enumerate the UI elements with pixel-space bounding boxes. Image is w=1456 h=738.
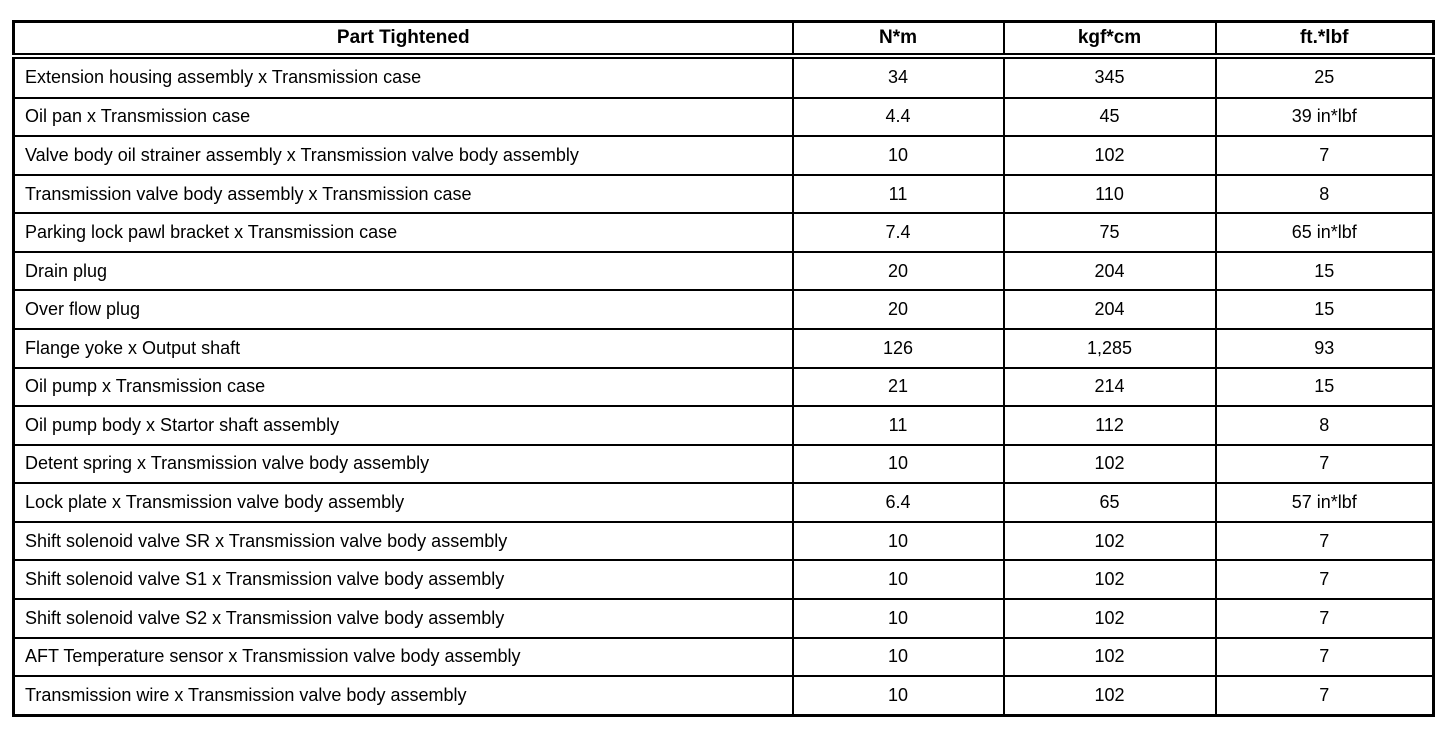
- kgfcm-value-cell: 102: [1002, 443, 1217, 485]
- kgfcm-value-cell: 102: [1002, 520, 1217, 562]
- part-tightened-cell: Oil pump body x Startor shaft assembly: [12, 405, 794, 446]
- kgfcm-value-cell: 110: [1002, 173, 1217, 215]
- kgfcm-value-cell: 214: [1002, 366, 1217, 408]
- part-tightened-cell: Flange yoke x Output shaft: [12, 328, 794, 369]
- nm-value-cell: 34: [791, 55, 1005, 99]
- ftlbf-value-cell: 7: [1214, 443, 1435, 485]
- table-row: Transmission valve body assembly x Trans…: [12, 173, 1435, 215]
- nm-value-cell: 4.4: [791, 96, 1005, 138]
- table-row: Oil pump x Transmission case 21 214 15: [12, 366, 1435, 408]
- ftlbf-value-cell: 7: [1214, 675, 1435, 717]
- column-header-part-tightened: Part Tightened: [12, 20, 794, 59]
- part-tightened-cell: Lock plate x Transmission valve body ass…: [12, 482, 794, 523]
- table-header: Part Tightened N*m kgf*cm ft.*lbf: [12, 20, 1435, 59]
- nm-value-cell: 10: [791, 597, 1005, 639]
- table-header-row: Part Tightened N*m kgf*cm ft.*lbf: [12, 20, 1435, 59]
- nm-value-cell: 20: [791, 289, 1005, 331]
- ftlbf-value-cell: 7: [1214, 520, 1435, 562]
- kgfcm-value-cell: 45: [1002, 96, 1217, 138]
- kgfcm-value-cell: 102: [1002, 675, 1217, 717]
- table-body: Extension housing assembly x Transmissio…: [12, 55, 1435, 717]
- table-row: Detent spring x Transmission valve body …: [12, 443, 1435, 485]
- ftlbf-value-cell: 25: [1214, 55, 1435, 99]
- nm-value-cell: 11: [791, 173, 1005, 215]
- ftlbf-value-cell: 8: [1214, 405, 1435, 446]
- part-tightened-cell: Valve body oil strainer assembly x Trans…: [12, 135, 794, 176]
- part-tightened-cell: Detent spring x Transmission valve body …: [12, 443, 794, 485]
- nm-value-cell: 10: [791, 443, 1005, 485]
- column-header-nm: N*m: [791, 20, 1005, 59]
- kgfcm-value-cell: 345: [1002, 55, 1217, 99]
- part-tightened-cell: Shift solenoid valve S1 x Transmission v…: [12, 559, 794, 600]
- part-tightened-cell: Parking lock pawl bracket x Transmission…: [12, 212, 794, 253]
- nm-value-cell: 21: [791, 366, 1005, 408]
- table-row: Flange yoke x Output shaft 126 1,285 93: [12, 328, 1435, 369]
- ftlbf-value-cell: 15: [1214, 250, 1435, 292]
- table-row: Transmission wire x Transmission valve b…: [12, 675, 1435, 717]
- column-header-ftlbf: ft.*lbf: [1214, 20, 1435, 59]
- nm-value-cell: 11: [791, 405, 1005, 446]
- part-tightened-cell: Transmission valve body assembly x Trans…: [12, 173, 794, 215]
- nm-value-cell: 126: [791, 328, 1005, 369]
- kgfcm-value-cell: 204: [1002, 289, 1217, 331]
- nm-value-cell: 10: [791, 675, 1005, 717]
- table-row: Shift solenoid valve S2 x Transmission v…: [12, 597, 1435, 639]
- kgfcm-value-cell: 102: [1002, 597, 1217, 639]
- table-row: Oil pan x Transmission case 4.4 45 39 in*lb…: [12, 96, 1435, 138]
- kgfcm-value-cell: 112: [1002, 405, 1217, 446]
- nm-value-cell: 10: [791, 636, 1005, 678]
- nm-value-cell: 7.4: [791, 212, 1005, 253]
- part-tightened-cell: Transmission wire x Transmission valve b…: [12, 675, 794, 717]
- ftlbf-value-cell: 39 in*lbf: [1214, 96, 1435, 138]
- table-row: Oil pump body x Startor shaft assembly 11…: [12, 405, 1435, 446]
- part-tightened-cell: Oil pump x Transmission case: [12, 366, 794, 408]
- column-header-kgfcm: kgf*cm: [1002, 20, 1217, 59]
- ftlbf-value-cell: 93: [1214, 328, 1435, 369]
- kgfcm-value-cell: 75: [1002, 212, 1217, 253]
- ftlbf-value-cell: 15: [1214, 366, 1435, 408]
- table-row: Shift solenoid valve S1 x Transmission v…: [12, 559, 1435, 600]
- table-row: Lock plate x Transmission valve body ass…: [12, 482, 1435, 523]
- table-row: Parking lock pawl bracket x Transmission…: [12, 212, 1435, 253]
- ftlbf-value-cell: 65 in*lbf: [1214, 212, 1435, 253]
- part-tightened-cell: Extension housing assembly x Transmissio…: [12, 55, 794, 99]
- kgfcm-value-cell: 102: [1002, 559, 1217, 600]
- part-tightened-cell: Oil pan x Transmission case: [12, 96, 794, 138]
- ftlbf-value-cell: 7: [1214, 636, 1435, 678]
- part-tightened-cell: Shift solenoid valve S2 x Transmission v…: [12, 597, 794, 639]
- ftlbf-value-cell: 57 in*lbf: [1214, 482, 1435, 523]
- nm-value-cell: 6.4: [791, 482, 1005, 523]
- ftlbf-value-cell: 7: [1214, 597, 1435, 639]
- nm-value-cell: 20: [791, 250, 1005, 292]
- table-row: Over flow plug 20 204 15: [12, 289, 1435, 331]
- kgfcm-value-cell: 102: [1002, 135, 1217, 176]
- kgfcm-value-cell: 204: [1002, 250, 1217, 292]
- part-tightened-cell: Drain plug: [12, 250, 794, 292]
- nm-value-cell: 10: [791, 520, 1005, 562]
- ftlbf-value-cell: 15: [1214, 289, 1435, 331]
- part-tightened-cell: Shift solenoid valve SR x Transmission v…: [12, 520, 794, 562]
- part-tightened-cell: AFT Temperature sensor x Transmission va…: [12, 636, 794, 678]
- part-tightened-cell: Over flow plug: [12, 289, 794, 331]
- table-row: AFT Temperature sensor x Transmission va…: [12, 636, 1435, 678]
- table-row: Extension housing assembly x Transmissio…: [12, 55, 1435, 99]
- ftlbf-value-cell: 7: [1214, 135, 1435, 176]
- table-row: Shift solenoid valve SR x Transmission v…: [12, 520, 1435, 562]
- nm-value-cell: 10: [791, 135, 1005, 176]
- table-row: Valve body oil strainer assembly x Trans…: [12, 135, 1435, 176]
- ftlbf-value-cell: 7: [1214, 559, 1435, 600]
- torque-spec-table: Part Tightened N*m kgf*cm ft.*lbf Extens…: [12, 20, 1435, 717]
- kgfcm-value-cell: 1,285: [1002, 328, 1217, 369]
- kgfcm-value-cell: 102: [1002, 636, 1217, 678]
- ftlbf-value-cell: 8: [1214, 173, 1435, 215]
- table-row: Drain plug 20 204 15: [12, 250, 1435, 292]
- kgfcm-value-cell: 65: [1002, 482, 1217, 523]
- nm-value-cell: 10: [791, 559, 1005, 600]
